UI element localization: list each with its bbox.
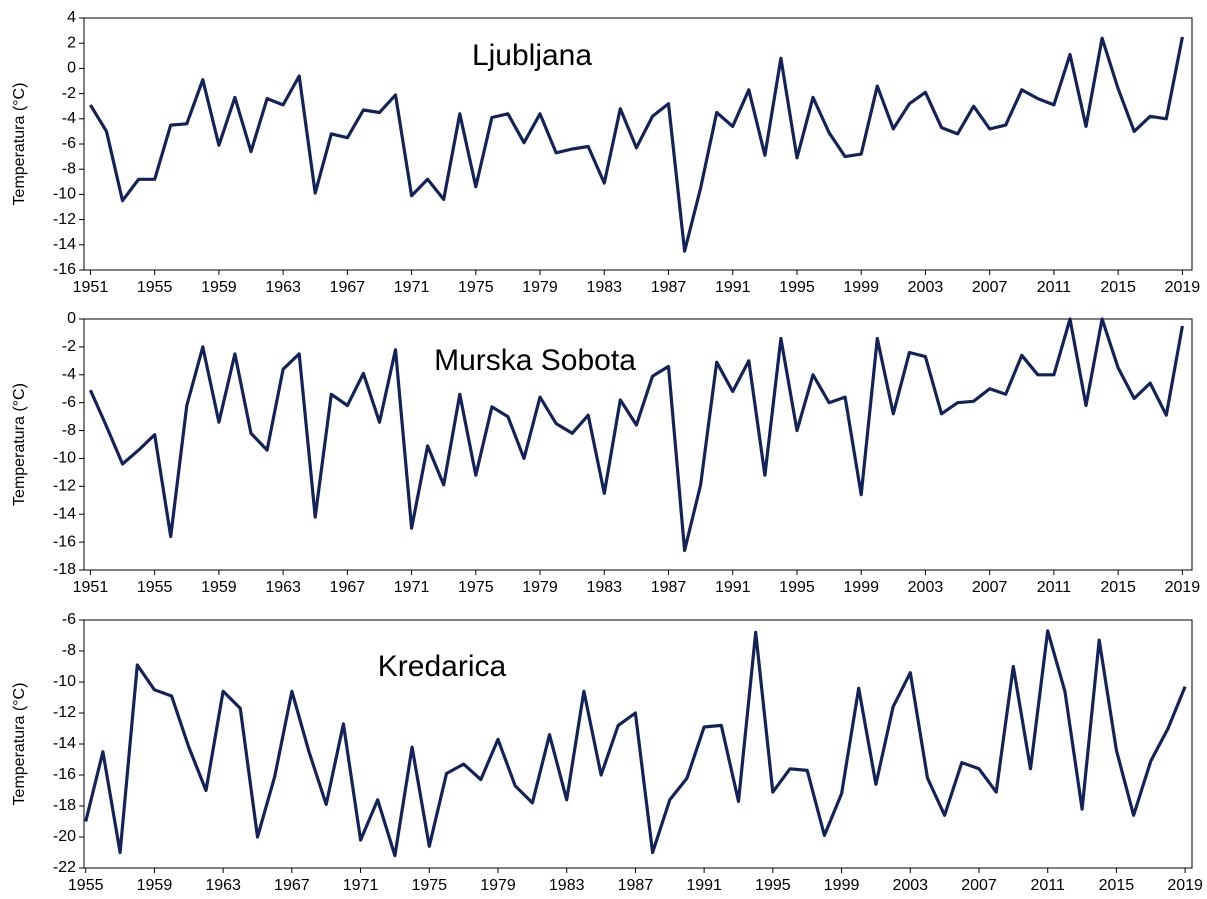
y-tick-label: -20 xyxy=(53,828,76,845)
x-tick-label: 2015 xyxy=(1100,579,1136,596)
y-axis-label: Temperatura (°C) xyxy=(11,383,28,506)
y-tick-label: -4 xyxy=(62,366,76,383)
x-tick-label: 1971 xyxy=(394,579,430,596)
data-line xyxy=(84,629,1187,858)
y-tick-label: -2 xyxy=(62,338,76,355)
x-tick-label: 2011 xyxy=(1037,579,1072,596)
x-tick-label: 2011 xyxy=(1037,279,1072,296)
y-tick-label: -6 xyxy=(62,135,76,152)
y-tick-label: -16 xyxy=(53,766,76,783)
y-tick-label: -6 xyxy=(62,611,76,628)
x-tick-label: 2003 xyxy=(908,279,944,296)
x-tick-label: 1987 xyxy=(651,279,687,296)
x-tick-label: 1951 xyxy=(73,579,109,596)
x-tick-label: 2015 xyxy=(1099,877,1135,894)
x-tick-label: 1987 xyxy=(651,579,687,596)
x-tick-label: 1975 xyxy=(458,579,494,596)
y-tick-label: -18 xyxy=(53,797,76,814)
x-tick-label: 1999 xyxy=(824,877,860,894)
x-tick-label: 1967 xyxy=(330,279,366,296)
x-tick-label: 1955 xyxy=(137,279,173,296)
y-tick-label: -10 xyxy=(53,673,76,690)
x-tick-label: 1995 xyxy=(755,877,791,894)
x-tick-label: 1983 xyxy=(586,279,622,296)
chart-title: Kredarica xyxy=(378,650,507,683)
y-tick-label: -12 xyxy=(53,704,76,721)
x-tick-label: 1955 xyxy=(68,877,104,894)
x-tick-label: 1963 xyxy=(205,877,241,894)
x-tick-label: 2019 xyxy=(1165,579,1201,596)
y-tick-label: -6 xyxy=(62,394,76,411)
x-tick-label: 2007 xyxy=(972,279,1008,296)
chart-title: Ljubljana xyxy=(472,39,592,72)
y-tick-label: -4 xyxy=(62,110,76,127)
x-tick-label: 2003 xyxy=(892,877,928,894)
x-tick-label: 1983 xyxy=(549,877,585,894)
x-tick-label: 1987 xyxy=(618,877,654,894)
x-tick-label: 1955 xyxy=(137,579,173,596)
y-tick-label: -14 xyxy=(53,236,76,253)
data-line xyxy=(88,317,1184,553)
y-axis-label: Temperatura (°C) xyxy=(11,683,28,806)
x-tick-label: 2007 xyxy=(972,579,1008,596)
x-tick-label: 1971 xyxy=(343,877,379,894)
x-tick-label: 2019 xyxy=(1165,279,1201,296)
x-tick-label: 1959 xyxy=(201,579,237,596)
chart-title: Murska Sobota xyxy=(434,344,636,377)
x-tick-label: 1991 xyxy=(715,279,751,296)
y-tick-label: -8 xyxy=(62,160,76,177)
x-tick-label: 1979 xyxy=(522,279,558,296)
y-tick-label: -8 xyxy=(62,422,76,439)
y-tick-label: -16 xyxy=(53,533,76,550)
y-tick-label: -14 xyxy=(53,505,76,522)
x-tick-label: 2015 xyxy=(1100,279,1136,296)
y-tick-label: -10 xyxy=(53,450,76,467)
x-tick-label: 1983 xyxy=(586,579,622,596)
y-tick-label: -12 xyxy=(53,211,76,228)
y-tick-label: -2 xyxy=(62,85,76,102)
plot-frame xyxy=(83,318,1193,571)
x-tick-label: 1975 xyxy=(458,279,494,296)
x-tick-label: 1967 xyxy=(330,579,366,596)
x-tick-label: 1951 xyxy=(73,279,109,296)
data-line xyxy=(89,36,1184,253)
x-tick-label: 1963 xyxy=(265,579,301,596)
y-tick-label: -16 xyxy=(53,261,76,278)
x-tick-label: 1963 xyxy=(265,279,301,296)
y-tick-label: -10 xyxy=(53,186,76,203)
y-tick-label: 2 xyxy=(67,34,76,51)
x-tick-label: 1959 xyxy=(201,279,237,296)
y-tick-label: -22 xyxy=(53,859,76,876)
y-tick-label: -18 xyxy=(53,561,76,578)
y-tick-label: -12 xyxy=(53,478,76,495)
x-tick-label: 1991 xyxy=(686,877,722,894)
x-tick-label: 1991 xyxy=(715,579,751,596)
x-tick-label: 2003 xyxy=(908,579,944,596)
y-axis-label: Temperatura (°C) xyxy=(11,83,28,206)
x-tick-label: 1999 xyxy=(843,579,879,596)
x-tick-label: 2011 xyxy=(1030,877,1065,894)
y-tick-label: -14 xyxy=(53,735,76,752)
x-tick-label: 1999 xyxy=(843,279,879,296)
x-tick-label: 1979 xyxy=(522,579,558,596)
y-tick-label: 4 xyxy=(67,9,76,26)
x-tick-label: 2019 xyxy=(1167,877,1203,894)
x-tick-label: 1967 xyxy=(274,877,310,894)
x-tick-label: 1959 xyxy=(137,877,173,894)
x-tick-label: 1995 xyxy=(779,279,815,296)
x-tick-label: 1979 xyxy=(480,877,516,894)
x-tick-label: 1975 xyxy=(411,877,447,894)
y-tick-label: -8 xyxy=(62,642,76,659)
y-tick-label: 0 xyxy=(67,310,76,327)
x-tick-label: 1995 xyxy=(779,579,815,596)
x-tick-label: 2007 xyxy=(961,877,997,894)
y-tick-label: 0 xyxy=(67,60,76,77)
x-tick-label: 1971 xyxy=(394,279,430,296)
